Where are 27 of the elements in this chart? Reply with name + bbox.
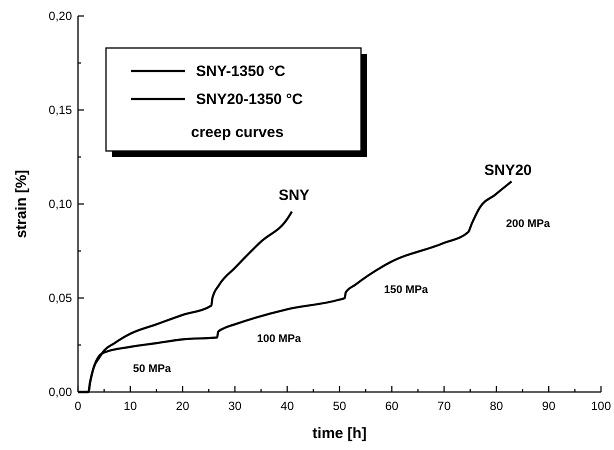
y-tick-label: 0,00 [48,385,72,399]
annotation: SNY [278,186,310,204]
y-tick-label: 0,05 [48,291,72,305]
annotation: 100 MPa [256,332,302,345]
annotation: 150 MPa [384,284,429,296]
annotation: 200 MPa [506,218,551,230]
legend-label: SNY-1350 °C [196,63,286,80]
legend-label: SNY20-1350 °C [196,91,304,108]
annotation: SNY20 [484,162,532,179]
x-tick-label: 30 [228,399,242,413]
x-tick-label: 20 [176,399,190,413]
y-tick-label: 0,10 [48,197,72,211]
x-tick-label: 90 [542,399,556,413]
y-axis-title: strain [%] [13,170,30,238]
x-tick-label: 40 [280,399,294,413]
x-axis-title: time [h] [312,425,367,442]
x-tick-label: 70 [437,399,452,413]
y-tick-label: 0,15 [48,103,72,117]
x-tick-label: 50 [332,399,346,413]
x-tick-label: 80 [490,399,504,413]
x-tick-label: 100 [590,399,612,413]
x-tick-label: 0 [74,399,82,413]
x-tick-label: 60 [385,399,399,413]
annotation: 50 MPa [133,362,172,375]
x-tick-label: 10 [124,399,138,413]
y-tick-label: 0,20 [48,9,72,23]
legend-title: creep curves [191,124,284,141]
